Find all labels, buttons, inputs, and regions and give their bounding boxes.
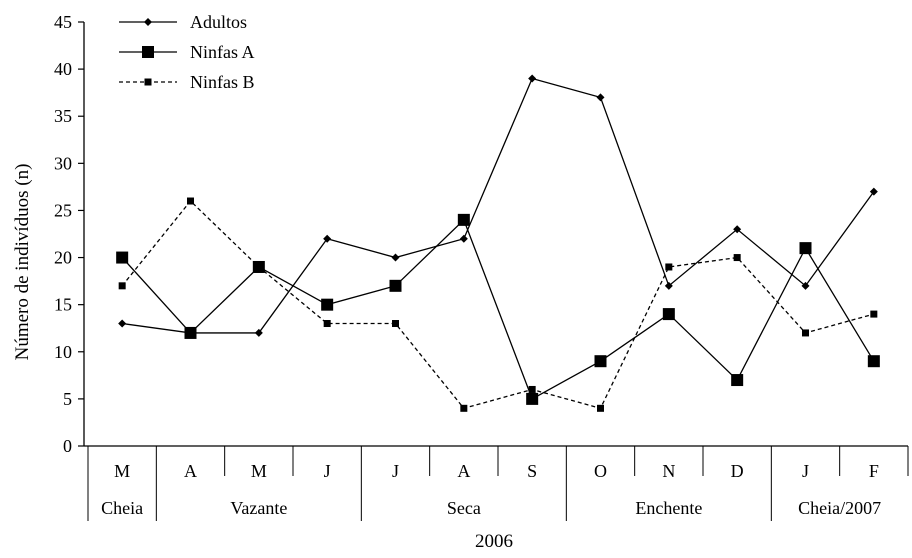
data-point bbox=[870, 310, 878, 318]
data-point bbox=[323, 234, 332, 243]
data-point bbox=[662, 308, 675, 321]
data-point bbox=[528, 385, 536, 393]
x-tick-label: A bbox=[184, 461, 197, 481]
data-point bbox=[802, 329, 809, 337]
axes: 0 5 10 15 20 25 30 35 40 45 M A M J J A S O N D J F Cheia Vazan… bbox=[54, 12, 909, 521]
data-point bbox=[142, 46, 154, 58]
y-tick-label: 0 bbox=[63, 436, 72, 456]
data-point bbox=[594, 355, 607, 368]
data-point bbox=[526, 392, 539, 405]
x-tick-label: N bbox=[662, 461, 675, 481]
data-point bbox=[799, 242, 812, 255]
y-tick-label: 10 bbox=[54, 342, 72, 362]
series-line bbox=[121, 200, 875, 410]
data-point bbox=[596, 93, 605, 102]
data-point bbox=[184, 326, 197, 339]
data-point bbox=[459, 234, 468, 243]
data-point bbox=[391, 253, 400, 262]
y-tick-label: 15 bbox=[54, 295, 72, 315]
data-point bbox=[665, 263, 673, 271]
period-label: Vazante bbox=[230, 498, 287, 518]
y-tick-label: 45 bbox=[54, 12, 72, 32]
data-point bbox=[801, 281, 810, 290]
series-line bbox=[121, 218, 875, 400]
x-tick-label: F bbox=[869, 461, 879, 481]
period-label: Cheia bbox=[101, 498, 143, 518]
data-point bbox=[118, 319, 127, 328]
data-point bbox=[869, 187, 878, 196]
data-point bbox=[867, 355, 880, 368]
series-layer bbox=[116, 74, 880, 412]
x-tick-label: O bbox=[594, 461, 607, 481]
data-point bbox=[187, 197, 194, 205]
legend-item: Adultos bbox=[119, 12, 247, 32]
series-adultos bbox=[118, 74, 878, 337]
legend: Adultos Ninfas A Ninfas B bbox=[119, 12, 255, 92]
y-tick-label: 30 bbox=[54, 153, 72, 173]
data-point bbox=[118, 282, 126, 290]
x-tick-label: J bbox=[802, 461, 809, 481]
data-point bbox=[321, 298, 334, 311]
x-tick-label: M bbox=[251, 461, 267, 481]
legend-label: Ninfas A bbox=[190, 42, 255, 62]
data-point bbox=[144, 78, 152, 86]
data-point bbox=[733, 254, 741, 262]
y-tick-label: 35 bbox=[54, 106, 72, 126]
legend-item: Ninfas A bbox=[119, 42, 255, 62]
series-ninfas-a bbox=[116, 213, 880, 405]
data-point bbox=[731, 374, 744, 387]
y-tick-label: 25 bbox=[54, 200, 72, 220]
series-ninfas-b bbox=[118, 197, 878, 412]
data-point bbox=[457, 213, 470, 226]
period-label: Seca bbox=[447, 498, 481, 518]
legend-item: Ninfas B bbox=[119, 72, 255, 92]
x-tick-label: D bbox=[731, 461, 744, 481]
legend-label: Ninfas B bbox=[190, 72, 255, 92]
data-point bbox=[597, 404, 604, 412]
data-point bbox=[255, 263, 263, 271]
data-point bbox=[389, 279, 402, 292]
x-tick-label: A bbox=[457, 461, 470, 481]
data-point bbox=[254, 328, 263, 337]
series-line bbox=[122, 77, 875, 334]
data-point bbox=[733, 225, 742, 234]
x-tick-label: J bbox=[324, 461, 331, 481]
period-label: Enchente bbox=[635, 498, 702, 518]
data-point bbox=[323, 320, 331, 328]
x-tick-label: M bbox=[114, 461, 130, 481]
period-label: Cheia/2007 bbox=[798, 498, 881, 518]
x-tick-label: S bbox=[527, 461, 537, 481]
y-axis-label: Número de indivíduos (n) bbox=[12, 164, 33, 361]
y-tick-label: 5 bbox=[63, 389, 72, 409]
legend-label: Adultos bbox=[190, 12, 247, 32]
data-point bbox=[460, 404, 468, 412]
data-point bbox=[528, 74, 537, 83]
data-point bbox=[392, 320, 399, 328]
year-label: 2006 bbox=[475, 531, 513, 552]
x-tick-label: J bbox=[392, 461, 399, 481]
y-tick-label: 20 bbox=[54, 248, 72, 268]
y-tick-label: 40 bbox=[54, 59, 72, 79]
data-point bbox=[144, 18, 152, 26]
data-point bbox=[116, 251, 129, 264]
data-point bbox=[664, 281, 673, 290]
